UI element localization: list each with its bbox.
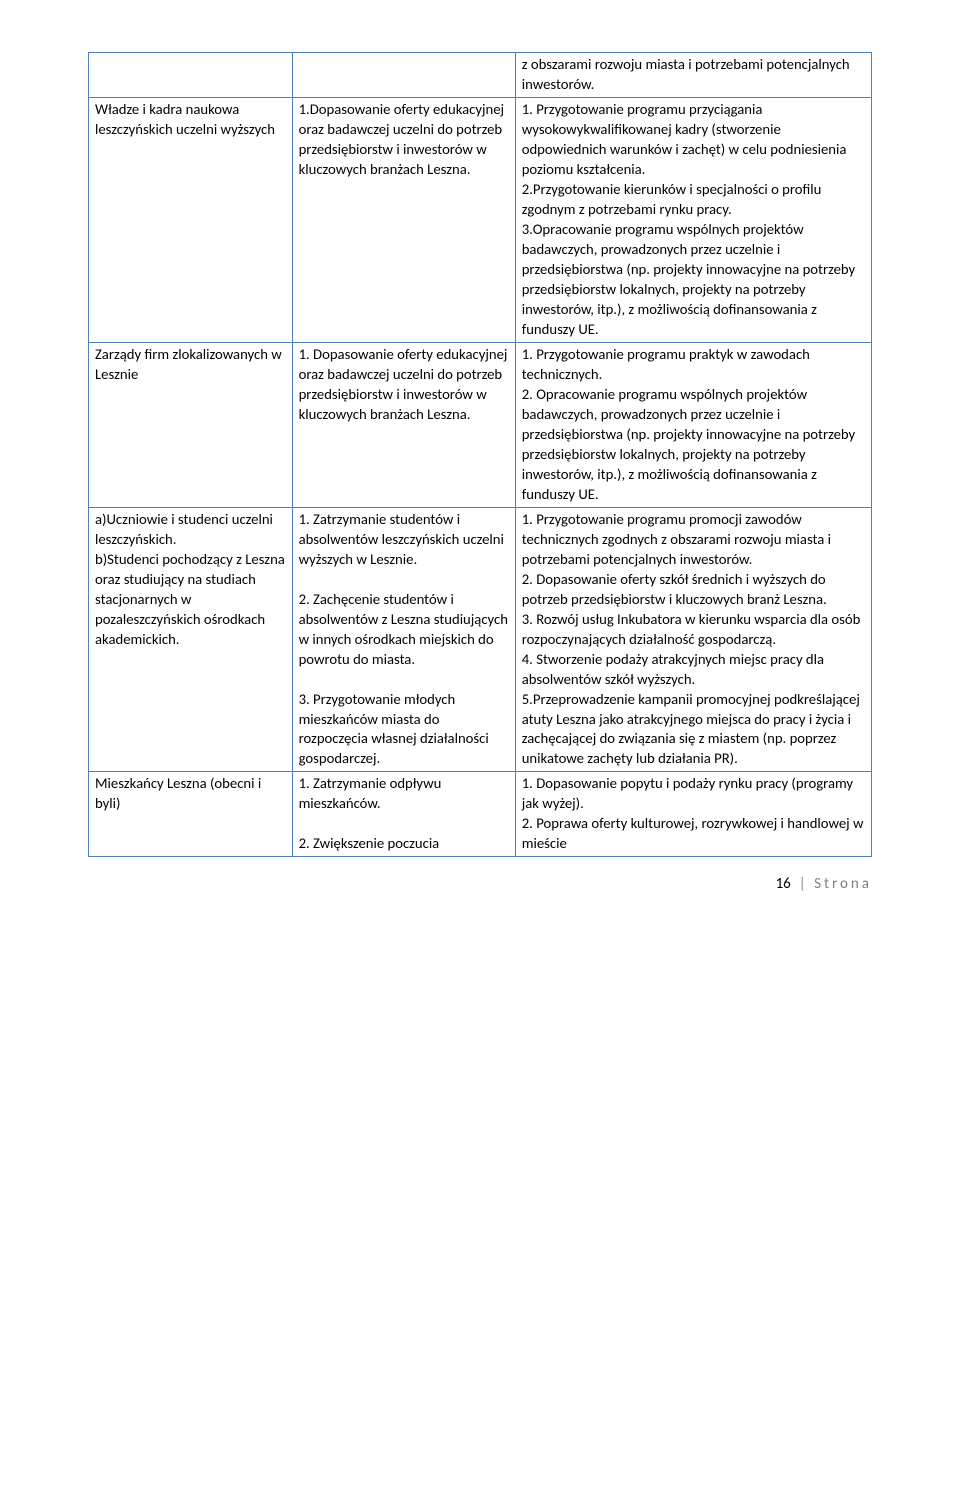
cell-col2	[292, 53, 515, 98]
cell-col3: 1. Przygotowanie programu praktyk w zawo…	[515, 342, 871, 507]
table-row: a)Uczniowie i studenci uczelni leszczyńs…	[89, 507, 872, 772]
cell-col1: Władze i kadra naukowa leszczyńskich ucz…	[89, 97, 293, 342]
table-row: Władze i kadra naukowa leszczyńskich ucz…	[89, 97, 872, 342]
table-row: Mieszkańcy Leszna (obecni i byli) 1. Zat…	[89, 772, 872, 857]
page-number: 16	[776, 875, 791, 893]
cell-col2: 1. Zatrzymanie odpływu mieszkańców.2. Zw…	[292, 772, 515, 857]
table-row: z obszarami rozwoju miasta i potrzebami …	[89, 53, 872, 98]
cell-col3: 1. Przygotowanie programu promocji zawod…	[515, 507, 871, 772]
content-table: z obszarami rozwoju miasta i potrzebami …	[88, 52, 872, 857]
cell-col2: 1.Dopasowanie oferty edukacyjnej oraz ba…	[292, 97, 515, 342]
table-row: Zarządy firm zlokalizowanych w Lesznie 1…	[89, 342, 872, 507]
document-page: z obszarami rozwoju miasta i potrzebami …	[0, 0, 960, 933]
cell-col2: 1. Dopasowanie oferty edukacyjnej oraz b…	[292, 342, 515, 507]
cell-col1: a)Uczniowie i studenci uczelni leszczyńs…	[89, 507, 293, 772]
cell-col3: z obszarami rozwoju miasta i potrzebami …	[515, 53, 871, 98]
footer-word: Strona	[814, 875, 872, 893]
cell-col3: 1. Przygotowanie programu przyciągania w…	[515, 97, 871, 342]
cell-col1: Zarządy firm zlokalizowanych w Lesznie	[89, 342, 293, 507]
page-footer: 16 | Strona	[88, 857, 872, 893]
cell-col2: 1. Zatrzymanie studentów i absolwentów l…	[292, 507, 515, 772]
cell-col3: 1. Dopasowanie popytu i podaży rynku pra…	[515, 772, 871, 857]
footer-separator: |	[799, 875, 806, 893]
cell-col1: Mieszkańcy Leszna (obecni i byli)	[89, 772, 293, 857]
cell-col1	[89, 53, 293, 98]
